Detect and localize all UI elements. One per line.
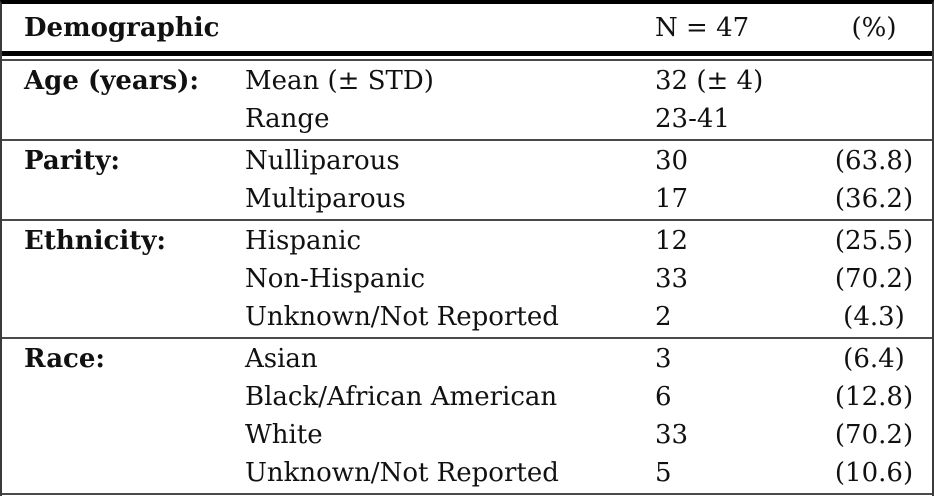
row-label: White <box>245 420 323 450</box>
row-n-value: 33 <box>655 264 689 294</box>
row-label: Unknown/Not Reported <box>245 458 559 488</box>
row-pct-value: (12.8) <box>834 382 914 412</box>
row-pct-value: (4.3) <box>843 302 905 332</box>
category-label: Race: <box>24 344 106 374</box>
row-n-value: 5 <box>655 458 672 488</box>
header-pct-label: (%) <box>851 12 897 43</box>
row-n-value: 23-41 <box>655 104 730 134</box>
row-n-value: 3 <box>655 344 672 374</box>
row-label: Hispanic <box>245 226 362 256</box>
header-rule-thin <box>2 59 932 61</box>
table-header-row: Demographic N = 47 (%) <box>2 4 932 51</box>
row-label: Black/African American <box>245 382 558 412</box>
row-pct-value: (70.2) <box>834 264 914 294</box>
row-pct-value: (10.6) <box>834 458 914 488</box>
header-demographic-label: Demographic <box>24 12 220 43</box>
row-n-value: 30 <box>655 146 689 176</box>
header-rule-thick <box>2 51 932 56</box>
table-row: Range 23-41 <box>2 100 932 138</box>
table-row: Black/African American 6 (12.8) <box>2 378 932 416</box>
row-n-value: 32 (± 4) <box>655 66 764 96</box>
category-label: Age (years): <box>24 66 199 96</box>
row-n-value: 6 <box>655 382 672 412</box>
row-pct-value: (70.2) <box>834 420 914 450</box>
row-n-value: 2 <box>655 302 672 332</box>
table-row: White 33 (70.2) <box>2 416 932 454</box>
row-label: Nulliparous <box>245 146 400 176</box>
row-pct-value: (63.8) <box>834 146 914 176</box>
category-label: Ethnicity: <box>24 226 166 256</box>
table-row: Age (years): Mean (± STD) 32 (± 4) <box>2 62 932 100</box>
section-race: Race: Asian 3 (6.4) Black/African Americ… <box>2 339 932 493</box>
row-label: Asian <box>245 344 318 374</box>
row-n-value: 12 <box>655 226 689 256</box>
table-row: Race: Asian 3 (6.4) <box>2 340 932 378</box>
table-row: Non-Hispanic 33 (70.2) <box>2 260 932 298</box>
row-label: Range <box>245 104 330 134</box>
row-pct-value: (6.4) <box>843 344 905 374</box>
section-age: Age (years): Mean (± STD) 32 (± 4) Range… <box>2 61 932 141</box>
category-label: Parity: <box>24 146 120 176</box>
row-pct-value: (25.5) <box>834 226 914 256</box>
table-row: Parity: Nulliparous 30 (63.8) <box>2 142 932 180</box>
table-row: Ethnicity: Hispanic 12 (25.5) <box>2 222 932 260</box>
section-ethnicity: Ethnicity: Hispanic 12 (25.5) Non-Hispan… <box>2 221 932 339</box>
row-label: Mean (± STD) <box>245 66 434 96</box>
header-n-label: N = 47 <box>655 12 750 43</box>
table-row: Unknown/Not Reported 5 (10.6) <box>2 454 932 492</box>
table-row: Multiparous 17 (36.2) <box>2 180 932 218</box>
bottom-rule-thin <box>2 493 932 495</box>
section-parity: Parity: Nulliparous 30 (63.8) Multiparou… <box>2 141 932 221</box>
row-pct-value: (36.2) <box>834 184 914 214</box>
table-row: Unknown/Not Reported 2 (4.3) <box>2 298 932 336</box>
row-n-value: 17 <box>655 184 689 214</box>
row-label: Non-Hispanic <box>245 264 426 294</box>
bottom-rules <box>2 493 932 496</box>
row-n-value: 33 <box>655 420 689 450</box>
row-label: Unknown/Not Reported <box>245 302 559 332</box>
row-label: Multiparous <box>245 184 406 214</box>
